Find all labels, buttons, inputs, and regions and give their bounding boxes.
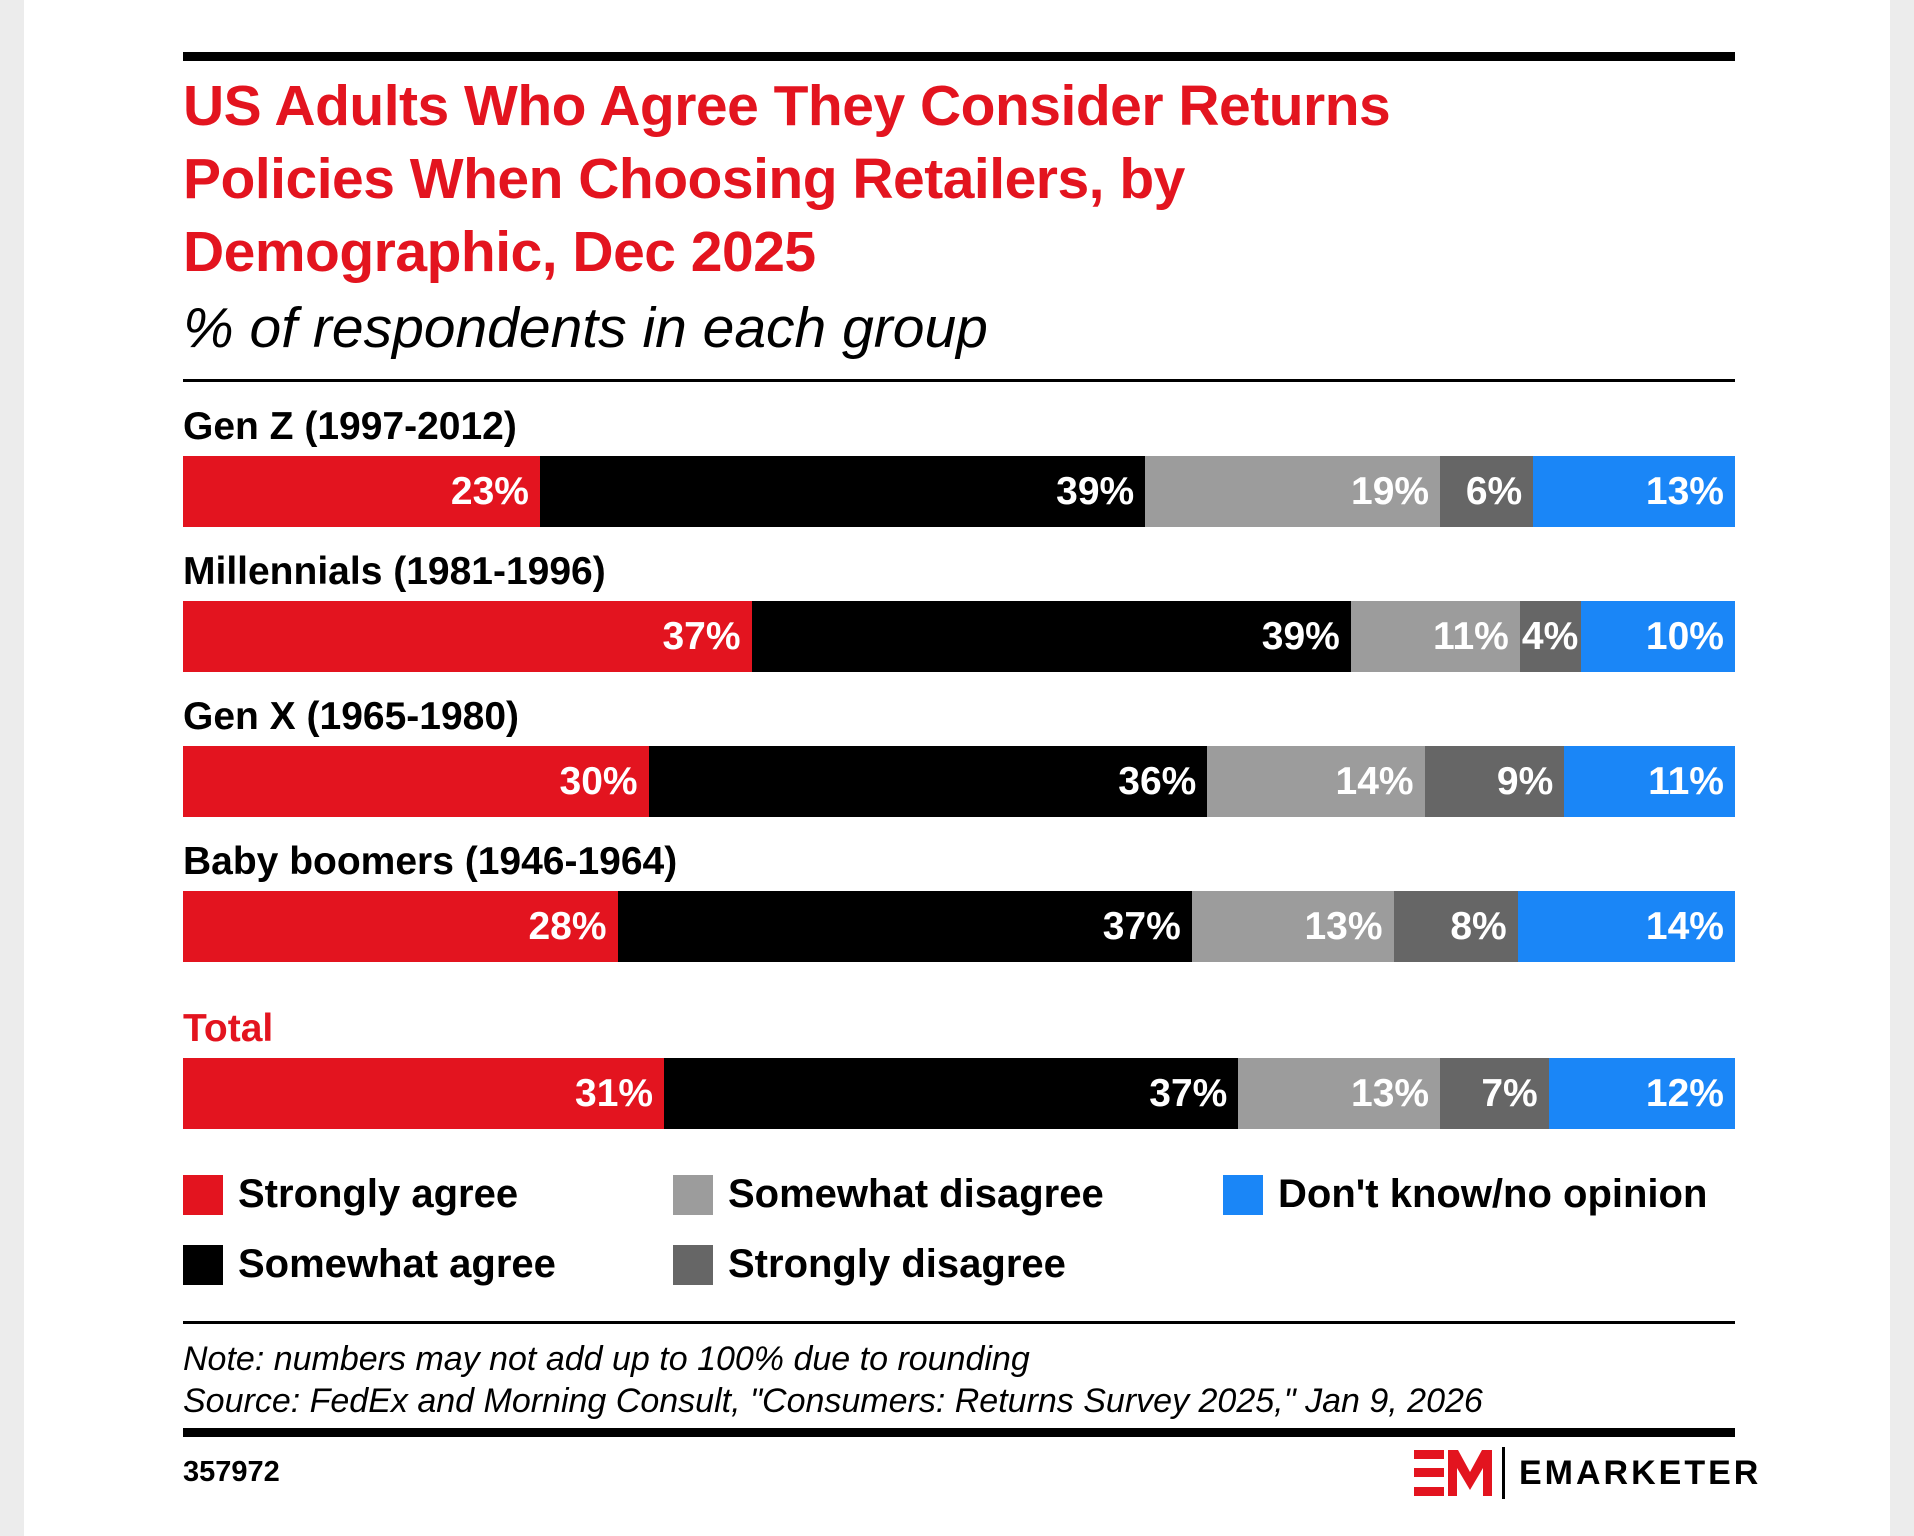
bar-segment: 28% [183,891,618,962]
legend-swatch [1223,1174,1263,1215]
stacked-bar: 37% 39% 11% 4% 10% [183,601,1735,672]
data-label: 13% [1351,1072,1430,1115]
legend-item: Don't know/no opinion [1223,1172,1707,1217]
chart-title-line-1: US Adults Who Agree They Consider Return… [183,74,1391,138]
legend-swatch [673,1244,713,1285]
bar-segment: 13% [1191,891,1394,962]
bar-segment: 13% [1533,456,1735,527]
legend-item: Strongly disagree [673,1242,1066,1287]
data-label: 8% [1450,905,1507,948]
data-label: 30% [559,760,638,803]
bar-segment: 10% [1581,601,1735,672]
stacked-bar: 30% 36% 14% 9% 11% [183,746,1735,817]
data-label: 31% [575,1072,654,1115]
bar-segment: 30% [183,746,649,817]
data-label: 39% [1056,470,1135,513]
bar-segment: 9% [1424,746,1565,817]
data-label: 13% [1304,905,1383,948]
data-label: 9% [1496,760,1554,803]
bar-segment: 4% [1519,601,1582,672]
bar-segment: 36% [648,746,1208,817]
category-label: Total [183,1007,274,1050]
bar-segment: 14% [1517,891,1735,962]
brand-name: EMARKETER [1519,1453,1762,1492]
legend-label: Somewhat disagree [728,1172,1104,1216]
data-label: 11% [1648,760,1724,803]
legend-label: Strongly agree [238,1172,519,1216]
source-text: Source: FedEx and Morning Consult, "Cons… [183,1382,1483,1420]
bar-segment: 11% [1564,746,1735,817]
chart-title: US Adults Who Agree They Consider Return… [183,70,1735,289]
chart-title-line-2: Policies When Choosing Retailers, by [183,147,1185,211]
data-label: 14% [1335,760,1414,803]
legend-label: Somewhat agree [238,1242,556,1286]
bar-segment: 8% [1393,891,1518,962]
data-label: 37% [1102,905,1181,948]
data-label: 28% [528,905,607,948]
note-text: Note: numbers may not add up to 100% due… [183,1340,1030,1378]
data-label: 13% [1645,470,1724,513]
subtitle-rule [183,379,1735,382]
legend-swatch [673,1174,713,1215]
legend-swatch [183,1174,223,1215]
data-label: 10% [1645,615,1724,658]
brand-logo: EMARKETER [1414,1447,1762,1499]
stacked-bar: 28% 37% 13% 8% 14% [183,891,1735,962]
legend-item: Somewhat agree [183,1242,556,1287]
bar-segment: 19% [1145,456,1441,527]
data-label: 11% [1432,615,1509,658]
data-label: 7% [1481,1072,1538,1115]
bar-segment: 37% [664,1058,1239,1129]
bar-segment: 37% [617,891,1192,962]
data-label: 19% [1351,470,1430,513]
legend-item: Strongly agree [183,1172,518,1217]
data-label: 23% [450,470,529,513]
bar-segment: 13% [1238,1058,1441,1129]
bar-segment: 31% [183,1058,665,1129]
data-label: 12% [1645,1072,1724,1115]
legend-label: Don't know/no opinion [1278,1172,1708,1216]
data-label: 39% [1261,615,1340,658]
bar-segment: 37% [183,601,752,672]
data-label: 6% [1465,470,1523,513]
note-rule [183,1321,1735,1324]
chart-title-line-3: Demographic, Dec 2025 [183,220,816,284]
logo-divider [1502,1447,1505,1499]
bar-segment: 7% [1440,1058,1549,1129]
bar-segment: 39% [751,601,1351,672]
bar-segment: 23% [183,456,540,527]
category-label: Gen Z (1997-2012) [183,405,517,448]
category-label: Millennials (1981-1996) [183,550,606,593]
chart-id: 357972 [183,1456,280,1488]
bar-segment: 14% [1207,746,1425,817]
bar-segment: 39% [539,456,1146,527]
data-label: 37% [662,615,741,658]
data-label: 36% [1118,760,1197,803]
legend-swatch [183,1244,223,1285]
legend-item: Somewhat disagree [673,1172,1104,1217]
top-rule [183,52,1735,61]
category-label: Gen X (1965-1980) [183,695,520,738]
bottom-rule [183,1428,1735,1437]
bar-segment: 12% [1548,1058,1735,1129]
stacked-bar: 31% 37% 13% 7% 12% [183,1058,1735,1129]
bar-segment: 6% [1440,456,1534,527]
em-logo-icon [1414,1450,1492,1496]
stacked-bar: 23% 39% 19% 6% 13% [183,456,1735,527]
data-label: 14% [1645,905,1724,948]
legend-label: Strongly disagree [728,1242,1066,1286]
category-label: Baby boomers (1946-1964) [183,840,678,883]
data-label: 37% [1149,1072,1228,1115]
chart-subtitle: % of respondents in each group [183,296,988,360]
bar-segment: 11% [1350,601,1520,672]
data-label: 4% [1521,615,1579,658]
